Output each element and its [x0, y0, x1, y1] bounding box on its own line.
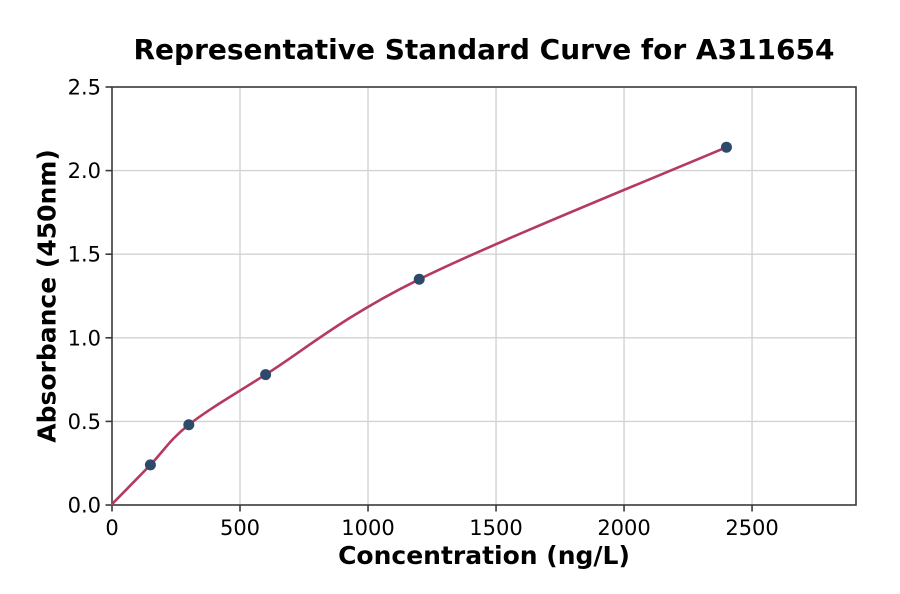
fit-curve-line [110, 145, 728, 506]
x-tick-label: 2500 [725, 516, 778, 540]
x-axis-label: Concentration (ng/L) [338, 541, 630, 570]
y-tick-label: 2.5 [68, 76, 101, 100]
data-point [413, 273, 425, 285]
tick-marks [105, 86, 753, 512]
x-tick-label: 2000 [597, 516, 650, 540]
data-points [144, 141, 732, 471]
y-tick-label: 1.0 [68, 326, 101, 350]
y-tick-label: 2.0 [68, 159, 101, 183]
x-tick-label: 0 [105, 516, 118, 540]
data-point [260, 369, 272, 381]
y-tick-label: 1.5 [68, 243, 101, 267]
data-point [183, 419, 195, 431]
chart-title: Representative Standard Curve for A31165… [133, 33, 835, 66]
x-tick-label: 500 [220, 516, 260, 540]
tick-labels: 0 500 1000 1500 2000 2500 0.0 0.5 1.0 1.5 2.0 2.5 [68, 76, 779, 541]
plot-border [111, 86, 857, 506]
x-tick-label: 1500 [469, 516, 522, 540]
data-point [720, 141, 732, 153]
x-tick-label: 1000 [341, 516, 394, 540]
data-point [144, 459, 156, 471]
gridlines [112, 87, 856, 505]
y-tick-label: 0.5 [68, 410, 101, 434]
y-tick-label: 0.0 [68, 494, 101, 518]
